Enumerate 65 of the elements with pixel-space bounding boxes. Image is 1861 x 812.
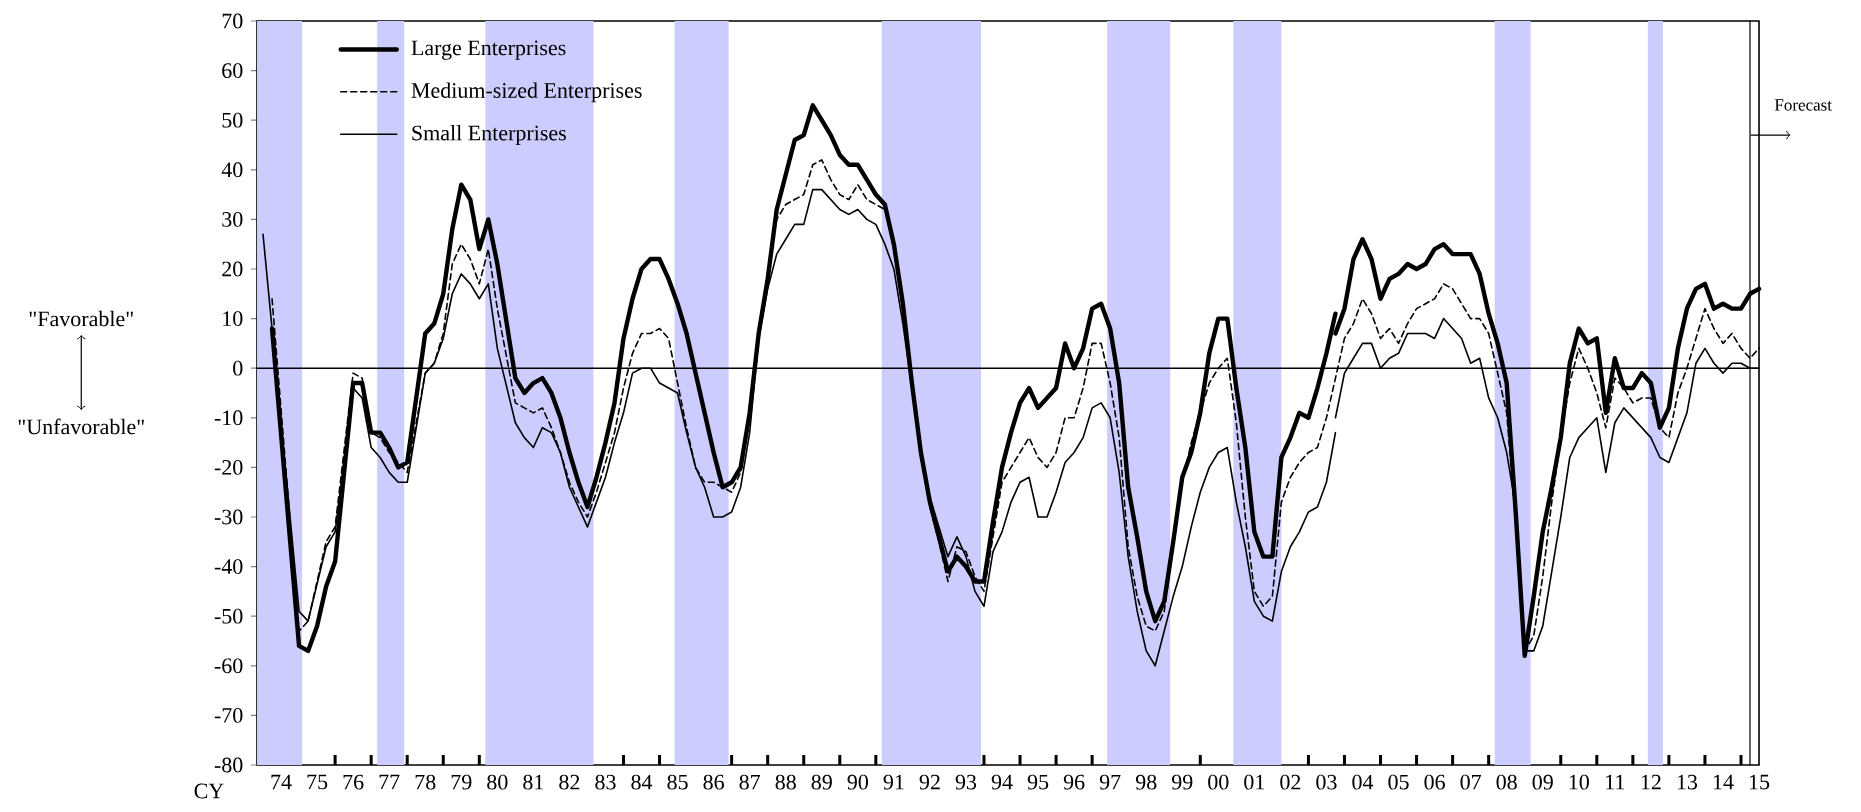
- y-tick-label: 30: [222, 211, 243, 227]
- y-tick-label: 50: [222, 112, 243, 128]
- x-axis-title: CY: [194, 783, 224, 799]
- x-tick-label: 77: [379, 774, 400, 790]
- y-tick-label: 40: [221, 162, 243, 178]
- y-tick-label: -50: [214, 608, 243, 624]
- x-tick-label: 09: [1532, 774, 1553, 790]
- y-tick-label: -60: [214, 658, 243, 674]
- y-tick-label: -40: [214, 559, 243, 575]
- y-tick-label: -10: [214, 410, 243, 426]
- x-tick-label: 88: [775, 774, 796, 790]
- x-tick-label: 85: [667, 774, 688, 790]
- y-tick-label: 60: [222, 63, 243, 79]
- y-tick-label: 0: [233, 360, 243, 376]
- text: "Unfavorable": [18, 418, 144, 435]
- x-tick-label: 92: [919, 774, 940, 790]
- x-tick-label: 10: [1569, 774, 1589, 790]
- x-tick-label: 78: [415, 774, 436, 790]
- x-tick-label: 80: [487, 774, 508, 790]
- x-tick-label: 04: [1352, 774, 1374, 790]
- annotation: Forecast: [1774, 99, 1832, 111]
- x-tick-label: 15: [1749, 774, 1770, 790]
- x-tick-label: 90: [847, 774, 868, 790]
- x-tick-label: 98: [1135, 774, 1157, 790]
- x-tick-label: 00: [1208, 774, 1229, 790]
- legend-label: Medium-sized Enterprises: [411, 82, 642, 103]
- x-tick-label: 07: [1460, 774, 1481, 790]
- x-tick-label: 81: [523, 774, 544, 790]
- x-tick-label: 01: [1244, 774, 1265, 790]
- x-tick-label: 13: [1677, 774, 1698, 790]
- y-tick-label: 20: [222, 261, 243, 277]
- x-tick-label: 82: [559, 774, 580, 790]
- x-tick-label: 89: [811, 774, 832, 790]
- x-tick-label: 08: [1496, 774, 1517, 790]
- x-tick-label: 05: [1388, 774, 1409, 790]
- x-tick-label: 84: [631, 774, 653, 790]
- y-tick-label: -20: [214, 459, 243, 475]
- x-tick-label: 06: [1424, 774, 1445, 790]
- legend-label: Small Enterprises: [412, 124, 566, 145]
- x-tick-label: 95: [1027, 774, 1049, 790]
- x-tick-label: 79: [451, 774, 472, 790]
- x-tick-label: 97: [1099, 774, 1121, 790]
- text: "Favorable": [29, 310, 133, 327]
- y-tick-label: -70: [214, 707, 243, 723]
- x-tick-label: 76: [343, 774, 364, 790]
- x-tick-label: 93: [955, 774, 977, 790]
- x-tick-label: 87: [739, 774, 761, 790]
- x-tick-label: 83: [595, 774, 616, 790]
- x-tick-label: 75: [307, 774, 328, 790]
- y-tick-label: 70: [222, 13, 243, 29]
- x-tick-label: 12: [1641, 774, 1661, 790]
- x-tick-label: 03: [1316, 774, 1337, 790]
- legend-label: Large Enterprises: [411, 40, 566, 60]
- x-tick-label: 99: [1171, 774, 1193, 790]
- y-tick-label: -80: [214, 757, 243, 773]
- x-tick-label: 74: [271, 774, 292, 790]
- x-tick-label: 11: [1606, 774, 1625, 790]
- y-tick-label: -30: [214, 509, 243, 525]
- x-tick-label: 86: [703, 774, 724, 790]
- x-tick-label: 94: [991, 774, 1013, 790]
- x-tick-label: 14: [1713, 774, 1734, 790]
- x-tick-label: 96: [1063, 774, 1085, 790]
- y-tick-label: 10: [223, 311, 243, 327]
- x-tick-label: 91: [883, 774, 904, 790]
- x-tick-label: 02: [1280, 774, 1301, 790]
